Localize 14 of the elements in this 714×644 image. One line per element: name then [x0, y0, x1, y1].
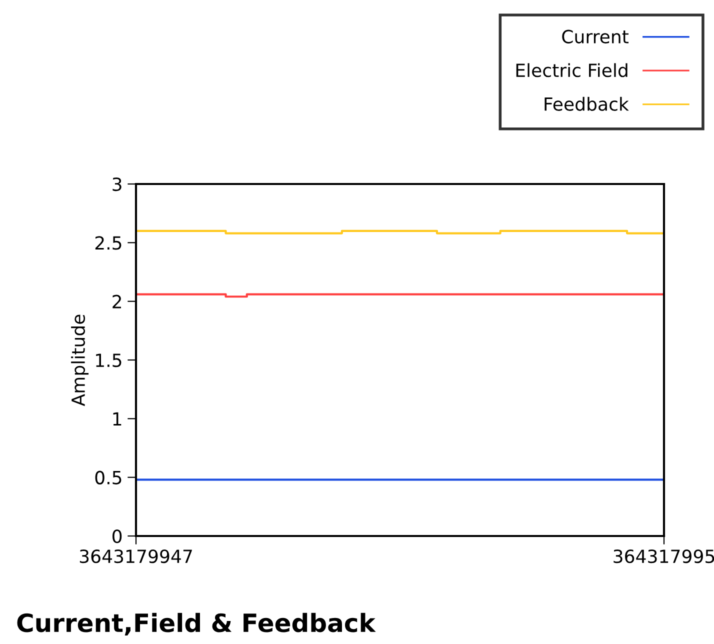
legend-label: Feedback: [544, 96, 629, 111]
y-tick-label: 1: [113, 412, 122, 426]
x-tick-label: 3643179947: [80, 550, 192, 564]
legend-label: Electric Field: [516, 63, 628, 78]
y-tick-label: 3: [112, 177, 122, 192]
y-axis-title: Amplitude: [71, 314, 89, 406]
y-tick-label: 2: [112, 294, 121, 308]
text: Current,Field & Feedback: [17, 612, 376, 636]
legend-label: Current: [562, 30, 629, 44]
y-tick-label: 2.5: [95, 236, 122, 250]
x-tick-label: 364317995: [614, 550, 714, 564]
y-tick-label: 1.5: [96, 354, 122, 368]
y-tick-label: 0: [112, 529, 122, 544]
y-tick-label: 0.5: [95, 470, 122, 484]
